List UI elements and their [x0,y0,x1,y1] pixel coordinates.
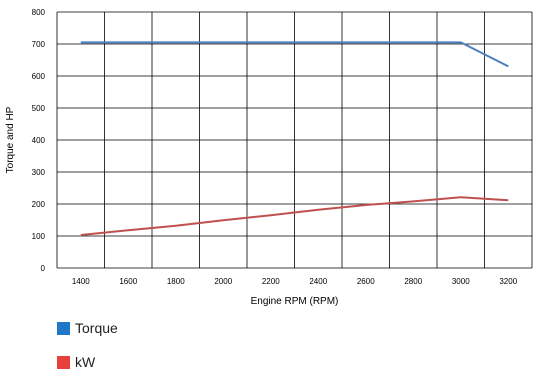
y-tick-label: 400 [32,136,46,145]
x-tick-label: 3200 [499,277,517,286]
x-tick-label: 2000 [214,277,232,286]
y-tick-label: 0 [41,264,46,273]
x-tick-label: 1800 [167,277,185,286]
y-tick-label: 800 [32,8,46,17]
y-axis-title: Torque and HP [5,106,16,173]
series-lines [80,41,509,236]
y-tick-label: 200 [32,200,46,209]
x-tick-label: 3000 [452,277,470,286]
x-tick-label: 1600 [119,277,137,286]
legend-swatch-torque [57,321,70,335]
series-line-torque [80,41,509,68]
y-tick-label: 100 [32,232,46,241]
grid-lines [56,11,533,269]
x-tick-label: 2800 [404,277,422,286]
legend-label-torque: Torque [75,320,118,336]
line-chart: 0 100 200 300 400 500 600 700 800 1400 1600 1800 20… [5,8,533,307]
y-tick-label: 700 [32,40,46,49]
legend: Torque kW [57,320,118,388]
legend-swatch-kw [57,355,70,369]
x-axis-ticks: 1400 1600 1800 2000 2200 2400 2600 2800 3000 3200 [72,277,518,286]
legend-item-torque: Torque [57,320,118,336]
legend-item-kw: kW [57,354,118,370]
y-tick-label: 500 [32,104,46,113]
y-tick-label: 300 [32,168,46,177]
x-tick-label: 2200 [262,277,280,286]
x-tick-label: 2400 [309,277,327,286]
legend-label-kw: kW [75,354,96,370]
series-line-kw [80,196,509,236]
x-tick-label: 2600 [357,277,375,286]
y-tick-label: 600 [32,72,46,81]
x-axis-title: Engine RPM (RPM) [251,296,339,307]
y-axis-ticks: 0 100 200 300 400 500 600 700 800 [32,8,46,273]
x-tick-label: 1400 [72,277,90,286]
